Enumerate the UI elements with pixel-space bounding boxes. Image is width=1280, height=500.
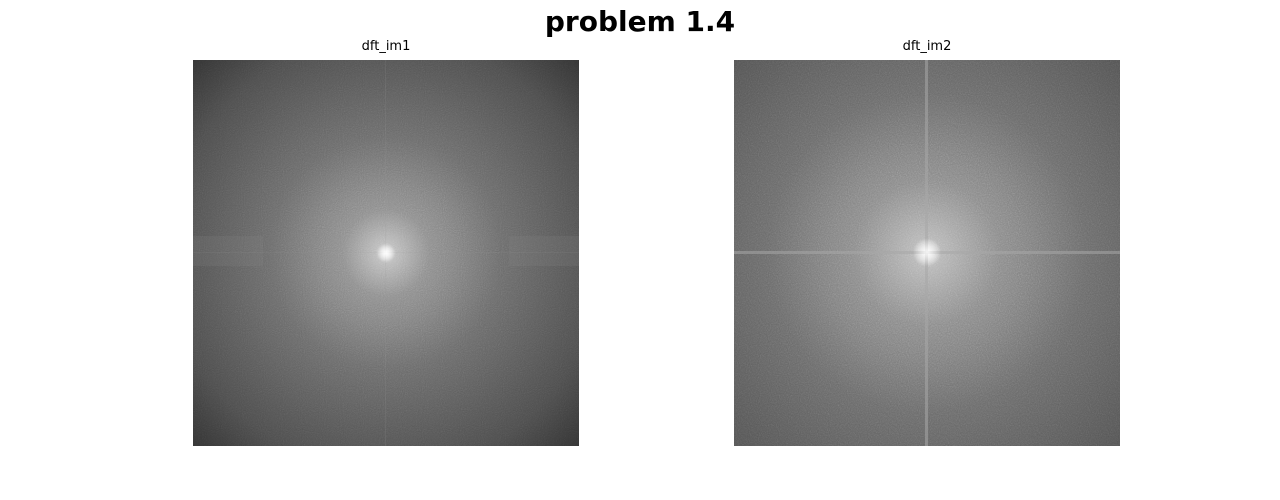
spectrum-image-dft-im1 xyxy=(193,60,579,446)
figure-title: problem 1.4 xyxy=(544,5,736,38)
panel-title-dft-im2: dft_im2 xyxy=(902,39,952,54)
panel-dft-im2: dft_im2 xyxy=(734,38,1120,446)
spectrum-image-dft-im2 xyxy=(734,60,1120,446)
panel-dft-im1: dft_im1 xyxy=(193,38,579,446)
panel-title-dft-im1: dft_im1 xyxy=(361,39,411,54)
